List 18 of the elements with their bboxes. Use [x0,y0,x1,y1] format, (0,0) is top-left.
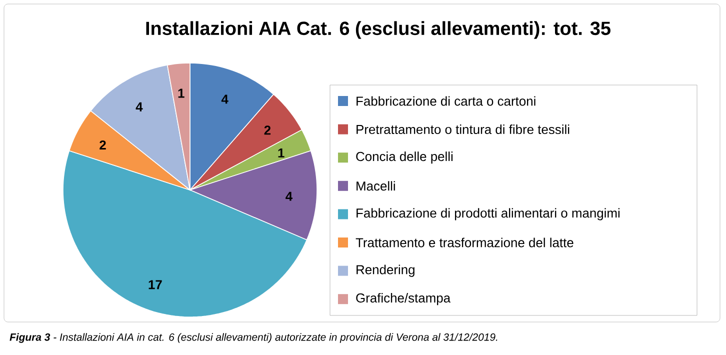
data-label: 1 [278,148,284,158]
legend-label: Fabbricazione di carta o cartoni [356,96,536,106]
legend-label: Pretrattamento o tintura di fibre tessili [356,124,570,134]
legend-label: Fabbricazione di prodotti alimentari o mangimi [356,208,620,220]
legend-label: Macelli [356,181,395,191]
data-label: 4 [221,94,228,104]
data-label: 2 [264,126,271,135]
data-label: 4 [286,192,293,201]
legend-label: Rendering [356,264,414,277]
text: Figura 3 - Installazioni AIA in cat. 6 (esclusi allevamenti) autorizzate in provincia di Verona al 31/12/2019. [10,333,498,343]
data-label: 17 [148,280,162,290]
data-label: 1 [178,88,184,98]
chart-title: Installazioni AIA Cat. 6 (esclusi allevamenti): tot. 35 [146,21,610,39]
legend-label: Grafiche/stampa [356,293,451,306]
legend-label: Trattamento e trasformazione del latte [356,238,574,248]
legend-label: Concia delle pelli [356,152,453,164]
data-label: 2 [100,140,106,150]
data-label: 4 [136,102,143,112]
